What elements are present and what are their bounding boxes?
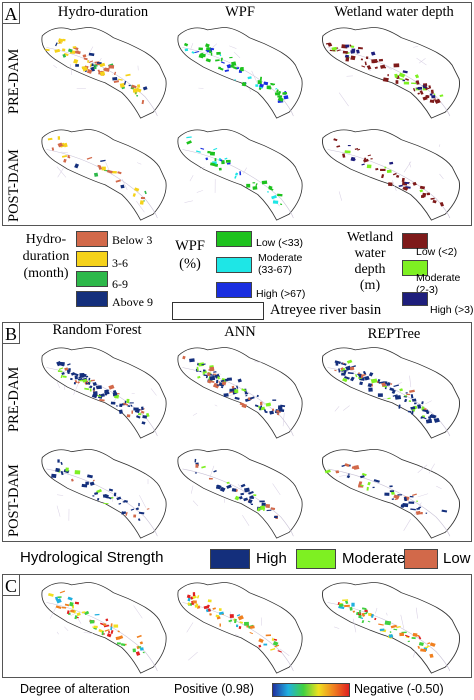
basin-map-svg [177, 27, 303, 119]
basin-map-svg [41, 347, 167, 439]
depth-label-high: High (>3) [430, 304, 474, 316]
alteration-gradient-bar [272, 683, 350, 697]
basin-map-svg [41, 449, 167, 539]
panel-b-col-title-2: ANN [224, 324, 256, 340]
hydro-swatch-above9 [76, 291, 108, 307]
basin-map-svg [41, 129, 167, 221]
panel-a-row-label-post: POST-DAM [6, 149, 22, 222]
hydro-swatch-6-9 [76, 271, 108, 287]
panel-b-label: B [2, 322, 20, 344]
depth-legend-title-4: (m) [359, 278, 381, 293]
basin-map [36, 444, 172, 540]
depth-swatch-high [402, 292, 428, 306]
wpf-legend-title-2: (%) [179, 256, 201, 272]
depth-label-low: Low (<2) [416, 246, 458, 258]
basin-map-svg [41, 27, 167, 119]
basin-map [172, 444, 308, 540]
panel-a-col-title-3: Wetland water depth [334, 4, 454, 20]
depth-legend-title-2: water [354, 246, 386, 261]
depth-swatch-low [402, 233, 428, 249]
basin-map [316, 124, 466, 222]
basin-map [172, 22, 308, 120]
wpf-label-moderate-2: (33-67) [258, 264, 292, 276]
basin-map [36, 577, 172, 675]
depth-label-moderate-1: Moderate [416, 272, 461, 284]
hs-swatch-low [404, 549, 438, 569]
hs-label-moderate: Moderate [342, 550, 406, 567]
depth-legend-title-3: depth [354, 262, 386, 277]
hydro-label-6-9: 6-9 [112, 277, 128, 291]
hydro-label-above9: Above 9 [112, 295, 153, 309]
hs-swatch-moderate [296, 549, 336, 569]
hs-label-low: Low [443, 550, 471, 567]
basin-map [172, 577, 308, 675]
hydro-swatch-below3 [76, 231, 108, 247]
panel-b-col-title-1: Random Forest [52, 322, 142, 338]
basin-map [36, 22, 172, 120]
wpf-swatch-moderate [216, 257, 252, 273]
basin-map-svg [322, 347, 460, 439]
panel-a-col-title-2: WPF [225, 4, 255, 20]
hydro-label-below3: Below 3 [112, 233, 153, 247]
basin-map-svg [177, 582, 303, 674]
basin-map-svg [322, 129, 460, 221]
depth-swatch-moderate [402, 260, 428, 276]
positive-label: Positive (0.98) [174, 682, 254, 696]
panel-b-row-label-pre: PRE-DAM [6, 366, 22, 432]
panel-b-col-title-3: REPTree [367, 326, 421, 342]
basin-map-svg [177, 347, 303, 439]
hydro-legend-title-3: (month) [23, 266, 69, 281]
basin-map [36, 124, 172, 222]
panel-a-row-label-pre: PRE-DAM [6, 48, 22, 114]
wpf-label-low: Low (<33) [256, 237, 303, 249]
hydrological-strength-title: Hydrological Strength [20, 549, 164, 566]
basin-map [316, 342, 466, 440]
basin-map [316, 22, 466, 120]
hs-label-high: High [256, 550, 287, 567]
panel-a-label: A [2, 2, 20, 24]
wpf-swatch-high [216, 282, 252, 298]
basin-map-svg [177, 449, 303, 539]
wpf-label-moderate-1: Moderate [258, 252, 303, 264]
basin-map-svg [322, 582, 460, 674]
basin-map [172, 124, 308, 222]
wpf-legend-title-1: WPF [175, 238, 205, 254]
basin-map-svg [322, 449, 460, 539]
hydro-legend-title-2: duration [22, 249, 70, 264]
hydro-label-3-6: 3-6 [112, 256, 128, 270]
basin-outline-swatch [172, 302, 264, 320]
hs-swatch-high [210, 549, 250, 569]
hydro-legend-title-1: Hydro- [25, 232, 67, 247]
basin-map [172, 342, 308, 440]
wpf-swatch-low [216, 231, 252, 247]
basin-map [36, 342, 172, 440]
panel-b-row-label-post: POST-DAM [6, 464, 22, 537]
basin-map-svg [41, 582, 167, 674]
negative-label: Negative (-0.50) [354, 682, 444, 696]
basin-outline-label: Atreyee river basin [270, 302, 382, 318]
depth-legend-title-1: Wetland [346, 230, 394, 245]
basin-map-svg [177, 129, 303, 221]
panel-c-label: C [2, 574, 20, 596]
basin-map [316, 577, 466, 675]
basin-map-svg [322, 27, 460, 119]
degree-of-alteration-label: Degree of alteration [20, 682, 130, 696]
basin-map [316, 444, 466, 540]
panel-a-col-title-1: Hydro-duration [57, 4, 149, 20]
wpf-label-high: High (>67) [256, 288, 306, 300]
hydro-swatch-3-6 [76, 251, 108, 267]
